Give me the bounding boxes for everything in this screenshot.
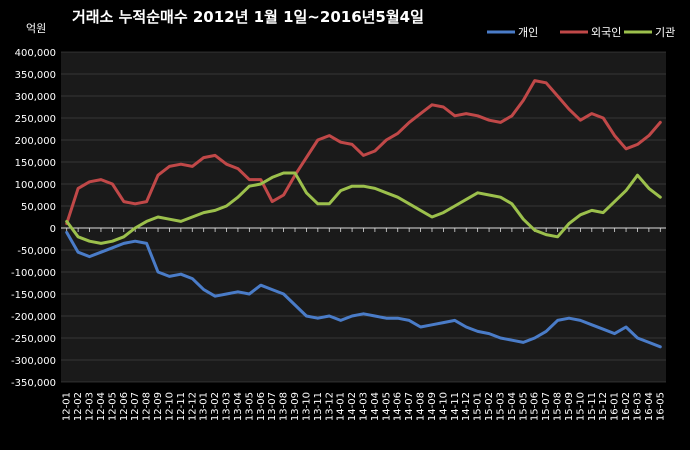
x-tick-label: 13-12: [324, 392, 335, 421]
x-tick-label: 14-01: [336, 392, 347, 421]
x-tick-label: 12-08: [142, 392, 153, 421]
x-tick-label: 15-01: [473, 392, 484, 421]
x-tick-label: 14-02: [347, 392, 358, 421]
series-lines: [65, 79, 662, 349]
x-tick-label: 13-07: [267, 392, 278, 421]
x-tick-label: 16-04: [644, 392, 655, 421]
x-tick-label: 12-05: [107, 392, 118, 421]
x-tick-label: 12-11: [176, 392, 187, 421]
x-tick-label: 15-04: [507, 392, 518, 421]
x-tick-label: 15-10: [575, 392, 586, 421]
x-tick-label: 12-03: [85, 392, 96, 421]
x-tick-label: 13-01: [199, 392, 210, 421]
x-tick-label: 12-06: [119, 392, 130, 421]
x-tick-label: 14-05: [381, 392, 392, 421]
x-tick-label: 15-07: [541, 392, 552, 421]
x-tick-label: 14-03: [359, 392, 370, 421]
x-tick-label: 13-06: [256, 392, 267, 421]
x-tick-label: 15-02: [484, 392, 495, 421]
y-tick-label: 150,000: [15, 158, 56, 169]
x-tick-label: 14-08: [416, 392, 427, 421]
x-tick-label: 12-07: [130, 392, 141, 421]
y-tick-label: -100,000: [11, 268, 56, 279]
series-line-외국인: [65, 79, 662, 226]
y-tick-label: 300,000: [15, 92, 56, 103]
x-tick-label: 15-06: [530, 392, 541, 421]
x-tick-label: 13-02: [210, 392, 221, 421]
x-tick-label: 16-05: [655, 392, 666, 421]
x-tick-label: 13-05: [244, 392, 255, 421]
legend: 개인 외국인 기관: [487, 26, 675, 39]
x-tick-label: 15-05: [518, 392, 529, 421]
x-tick-label: 13-03: [222, 392, 233, 421]
y-tick-label: 100,000: [15, 180, 56, 191]
x-tick-label: 15-09: [564, 392, 575, 421]
x-tick-label: 13-10: [301, 392, 312, 421]
y-tick-label: 50,000: [21, 202, 56, 213]
x-tick-label: 14-11: [450, 392, 461, 421]
y-tick-label: 400,000: [15, 48, 56, 59]
unit-label: 억원: [26, 22, 47, 35]
x-tick-label: 16-01: [610, 392, 621, 421]
x-tick-label: 15-11: [587, 392, 598, 421]
y-tick-label: -150,000: [11, 290, 56, 301]
x-tick-label: 12-02: [73, 392, 84, 421]
x-tick-label: 13-09: [290, 392, 301, 421]
x-tick-label: 14-12: [461, 392, 472, 421]
y-tick-label: 200,000: [15, 136, 56, 147]
x-tick-label: 12-09: [153, 392, 164, 421]
series-line-기관: [65, 171, 662, 245]
x-tick-label: 14-09: [427, 392, 438, 421]
x-tick-label: 14-10: [438, 392, 449, 421]
x-tick-label: 12-04: [96, 392, 107, 421]
legend-label: 기관: [655, 26, 675, 39]
x-tick-label: 16-02: [621, 392, 632, 421]
y-tick-label: -200,000: [11, 312, 56, 323]
legend-label: 개인: [518, 26, 538, 39]
x-tick-label: 13-04: [233, 392, 244, 421]
y-tick-label: 0: [50, 224, 56, 235]
y-tick-label: 350,000: [15, 70, 56, 81]
x-tick-label: 13-08: [279, 392, 290, 421]
series-line-개인: [65, 230, 662, 349]
x-tick-label: 12-12: [187, 392, 198, 421]
grid-lines: [61, 51, 666, 383]
x-axis-ticks: 12-01 12-02 12-03 12-04 12-05 12-06 12-07 12-08…: [62, 228, 666, 421]
x-tick-label: 14-04: [370, 392, 381, 421]
x-tick-label: 12-01: [62, 392, 73, 421]
y-tick-label: -350,000: [11, 378, 56, 389]
y-tick-label: 250,000: [15, 114, 56, 125]
x-tick-label: 14-06: [393, 392, 404, 421]
y-tick-label: -250,000: [11, 334, 56, 345]
y-axis-ticks: 400,000 350,000 300,000 250,000 200,000 150,0…: [11, 48, 56, 389]
x-tick-label: 15-12: [598, 392, 609, 421]
x-tick-label: 13-11: [313, 392, 324, 421]
chart-title: 거래소 누적순매수 2012년 1월 1일~2016년5월4일: [72, 8, 424, 26]
x-tick-label: 12-10: [164, 392, 175, 421]
y-tick-label: -300,000: [11, 356, 56, 367]
y-tick-label: -50,000: [17, 246, 56, 257]
legend-label: 외국인: [591, 26, 621, 39]
x-tick-label: 14-07: [404, 392, 415, 421]
x-tick-label: 16-03: [632, 392, 643, 421]
x-tick-label: 15-03: [495, 392, 506, 421]
x-tick-label: 15-08: [553, 392, 564, 421]
